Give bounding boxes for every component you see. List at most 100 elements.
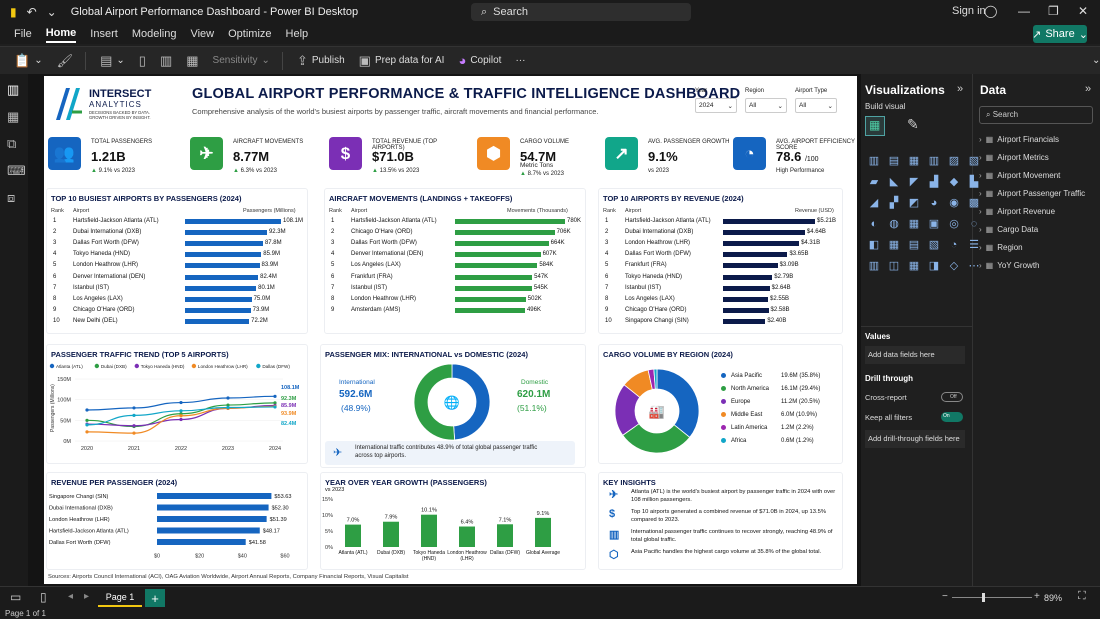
share-button[interactable]: ↗ Share ⌄ bbox=[1032, 25, 1088, 43]
region-slicer[interactable]: Region All ⌄ bbox=[745, 88, 787, 113]
key-influencers-icon[interactable]: ▥ bbox=[868, 260, 880, 272]
filled-map-icon[interactable]: ◍ bbox=[889, 218, 899, 230]
data-field-item[interactable]: › ▦ Cargo Data bbox=[979, 225, 1038, 234]
airport-type-slicer[interactable]: Airport Type All ⌄ bbox=[795, 88, 837, 113]
prep-data-button[interactable]: ▣ Prep data for AI bbox=[358, 52, 445, 68]
account-icon[interactable]: ◯ bbox=[984, 4, 998, 18]
year-slicer[interactable]: Year 2024 ⌄ bbox=[695, 88, 737, 113]
get-data-button[interactable]: ▤ ⌄ bbox=[100, 52, 125, 68]
add-page-button[interactable]: + bbox=[145, 589, 165, 607]
map-icon[interactable]: ◐ bbox=[870, 218, 878, 230]
zoom-slider[interactable] bbox=[952, 593, 1032, 602]
menu-help[interactable]: Help bbox=[285, 28, 309, 40]
more-button[interactable]: ··· bbox=[515, 55, 526, 66]
fit-page-icon[interactable]: ⛶ bbox=[1078, 590, 1086, 602]
paginated-icon[interactable]: ◇ bbox=[949, 260, 959, 272]
cargo-region-chart[interactable]: CARGO VOLUME BY REGION (2024) 🏭 Asia Pac… bbox=[598, 344, 843, 464]
stacked-column-icon[interactable]: ▤ bbox=[888, 155, 900, 167]
data-field-item[interactable]: › ▦ Airport Financials bbox=[979, 135, 1059, 144]
data-field-item[interactable]: › ▦ Airport Movement bbox=[979, 171, 1060, 180]
cross-report-toggle[interactable]: Off bbox=[941, 392, 963, 402]
desktop-layout-icon[interactable]: ▭ bbox=[10, 590, 22, 604]
new-visual-button[interactable]: ▥ bbox=[160, 53, 172, 69]
donut-chart-icon[interactable]: ◉ bbox=[949, 197, 959, 209]
multirow-card-icon[interactable]: ◌ bbox=[970, 218, 978, 230]
undo-icon[interactable]: ↶ bbox=[26, 5, 37, 19]
clustered-bar-icon[interactable]: ▦ bbox=[908, 155, 920, 167]
redo-icon[interactable]: ⌄ bbox=[46, 5, 57, 19]
mobile-layout-icon[interactable]: ▯ bbox=[40, 590, 47, 604]
search-input[interactable]: ⌕ Search bbox=[471, 3, 691, 21]
collapse-pane-icon[interactable]: » bbox=[1085, 83, 1092, 95]
data-field-item[interactable]: › ▦ Region bbox=[979, 243, 1023, 252]
treemap-icon[interactable]: ▩ bbox=[968, 197, 980, 209]
keep-filters-toggle[interactable]: On bbox=[941, 412, 963, 422]
minimize-icon[interactable]: — bbox=[1018, 4, 1030, 18]
passenger-trend-chart[interactable]: PASSENGER TRAFFIC TREND (TOP 5 AIRPORTS)… bbox=[46, 344, 308, 464]
r-visual-icon[interactable]: ◔ bbox=[950, 239, 958, 251]
dax-query-icon[interactable]: ⌨ bbox=[7, 163, 26, 178]
zoom-in-icon[interactable]: + bbox=[1034, 591, 1040, 602]
menu-insert[interactable]: Insert bbox=[90, 28, 118, 40]
zoom-out-icon[interactable]: − bbox=[942, 591, 948, 602]
model-view-icon[interactable]: ⧉ bbox=[7, 136, 17, 151]
table-view-icon[interactable]: ▦ bbox=[7, 109, 20, 124]
clustered-column-icon[interactable]: ▥ bbox=[928, 155, 940, 167]
publish-button[interactable]: ⇪ Publish bbox=[296, 52, 345, 68]
format-painter-button[interactable]: 🖌 bbox=[57, 53, 74, 69]
data-field-item[interactable]: › ▦ Airport Metrics bbox=[979, 153, 1049, 162]
line-chart-icon[interactable]: ▰ bbox=[869, 176, 879, 188]
ribbon-chart-icon[interactable]: ▙ bbox=[969, 176, 979, 188]
next-page-icon[interactable]: ▸ bbox=[84, 591, 90, 602]
funnel-icon[interactable]: ▞ bbox=[889, 197, 899, 209]
gauge-icon[interactable]: ▣ bbox=[928, 218, 940, 230]
format-visual-icon[interactable]: ✎ bbox=[907, 116, 919, 132]
close-icon[interactable]: ✕ bbox=[1078, 4, 1089, 18]
waterfall-icon[interactable]: ◢ bbox=[869, 197, 879, 209]
data-search-input[interactable]: ⌕ Search bbox=[979, 106, 1093, 124]
stacked-bar-icon[interactable]: ▥ bbox=[868, 155, 880, 167]
100-column-icon[interactable]: ▧ bbox=[968, 155, 980, 167]
build-visual-tab[interactable]: ▦ bbox=[865, 116, 885, 136]
matrix-icon[interactable]: ▧ bbox=[928, 239, 940, 251]
yoy-growth-chart[interactable]: YEAR OVER YEAR GROWTH (PASSENGERS) vs 20… bbox=[320, 472, 586, 570]
page-tab[interactable]: Page 1 bbox=[98, 589, 142, 607]
python-visual-icon[interactable]: ☰ bbox=[969, 239, 979, 251]
top-passengers-table[interactable]: TOP 10 BUSIEST AIRPORTS BY PASSENGERS (2… bbox=[46, 188, 308, 334]
area-chart-icon[interactable]: ◣ bbox=[889, 176, 899, 188]
paste-button[interactable]: 📋 ⌄ bbox=[14, 52, 43, 68]
passenger-mix-chart[interactable]: PASSENGER MIX: INTERNATIONAL vs DOMESTIC… bbox=[320, 344, 586, 468]
sensitivity-button[interactable]: Sensitivity ⌄ bbox=[212, 55, 270, 66]
revenue-per-passenger-chart[interactable]: REVENUE PER PASSENGER (2024) Singapore C… bbox=[46, 472, 308, 570]
qa-icon[interactable]: ▦ bbox=[908, 260, 920, 272]
line-column-icon[interactable]: ▟ bbox=[929, 176, 939, 188]
revenue-table[interactable]: TOP 10 AIRPORTS BY REVENUE (2024) Rank A… bbox=[598, 188, 843, 334]
menu-optimize[interactable]: Optimize bbox=[228, 28, 272, 40]
aircraft-movements-table[interactable]: AIRCRAFT MOVEMENTS (LANDINGS + TAKEOFFS)… bbox=[324, 188, 586, 334]
sign-in-button[interactable]: Sign in bbox=[952, 5, 986, 17]
report-view-icon[interactable]: ▥ bbox=[7, 82, 20, 97]
table-icon[interactable]: ▤ bbox=[908, 239, 920, 251]
stacked-area-icon[interactable]: ◤ bbox=[909, 176, 919, 188]
tmdl-view-icon[interactable]: ⧈ bbox=[7, 190, 16, 205]
data-field-item[interactable]: › ▦ Airport Revenue bbox=[979, 207, 1055, 216]
values-well[interactable]: Add data fields here bbox=[865, 346, 965, 364]
slicer-icon[interactable]: ▦ bbox=[888, 239, 900, 251]
prev-page-icon[interactable]: ◂ bbox=[68, 591, 74, 602]
kpi-icon[interactable]: ◧ bbox=[868, 239, 880, 251]
scatter-icon[interactable]: ◩ bbox=[908, 197, 920, 209]
line-clustered-icon[interactable]: ◆ bbox=[949, 176, 959, 188]
narrative-icon[interactable]: ◨ bbox=[928, 260, 940, 272]
100-bar-icon[interactable]: ▨ bbox=[948, 155, 960, 167]
menu-view[interactable]: View bbox=[190, 28, 215, 40]
decomposition-tree-icon[interactable]: ◫ bbox=[888, 260, 900, 272]
menu-modeling[interactable]: Modeling bbox=[131, 28, 177, 40]
collapse-pane-icon[interactable]: » bbox=[957, 83, 964, 95]
azure-map-icon[interactable]: ▦ bbox=[908, 218, 920, 230]
copilot-button[interactable]: ◕ Copilot bbox=[458, 53, 502, 68]
drill-through-well[interactable]: Add drill-through fields here bbox=[865, 430, 965, 448]
card-icon[interactable]: ◎ bbox=[949, 218, 959, 230]
data-field-item[interactable]: › ▦ Airport Passenger Traffic bbox=[979, 189, 1085, 198]
menu-home[interactable]: Home bbox=[45, 25, 77, 43]
calculator-button[interactable]: ▦ bbox=[186, 53, 198, 69]
